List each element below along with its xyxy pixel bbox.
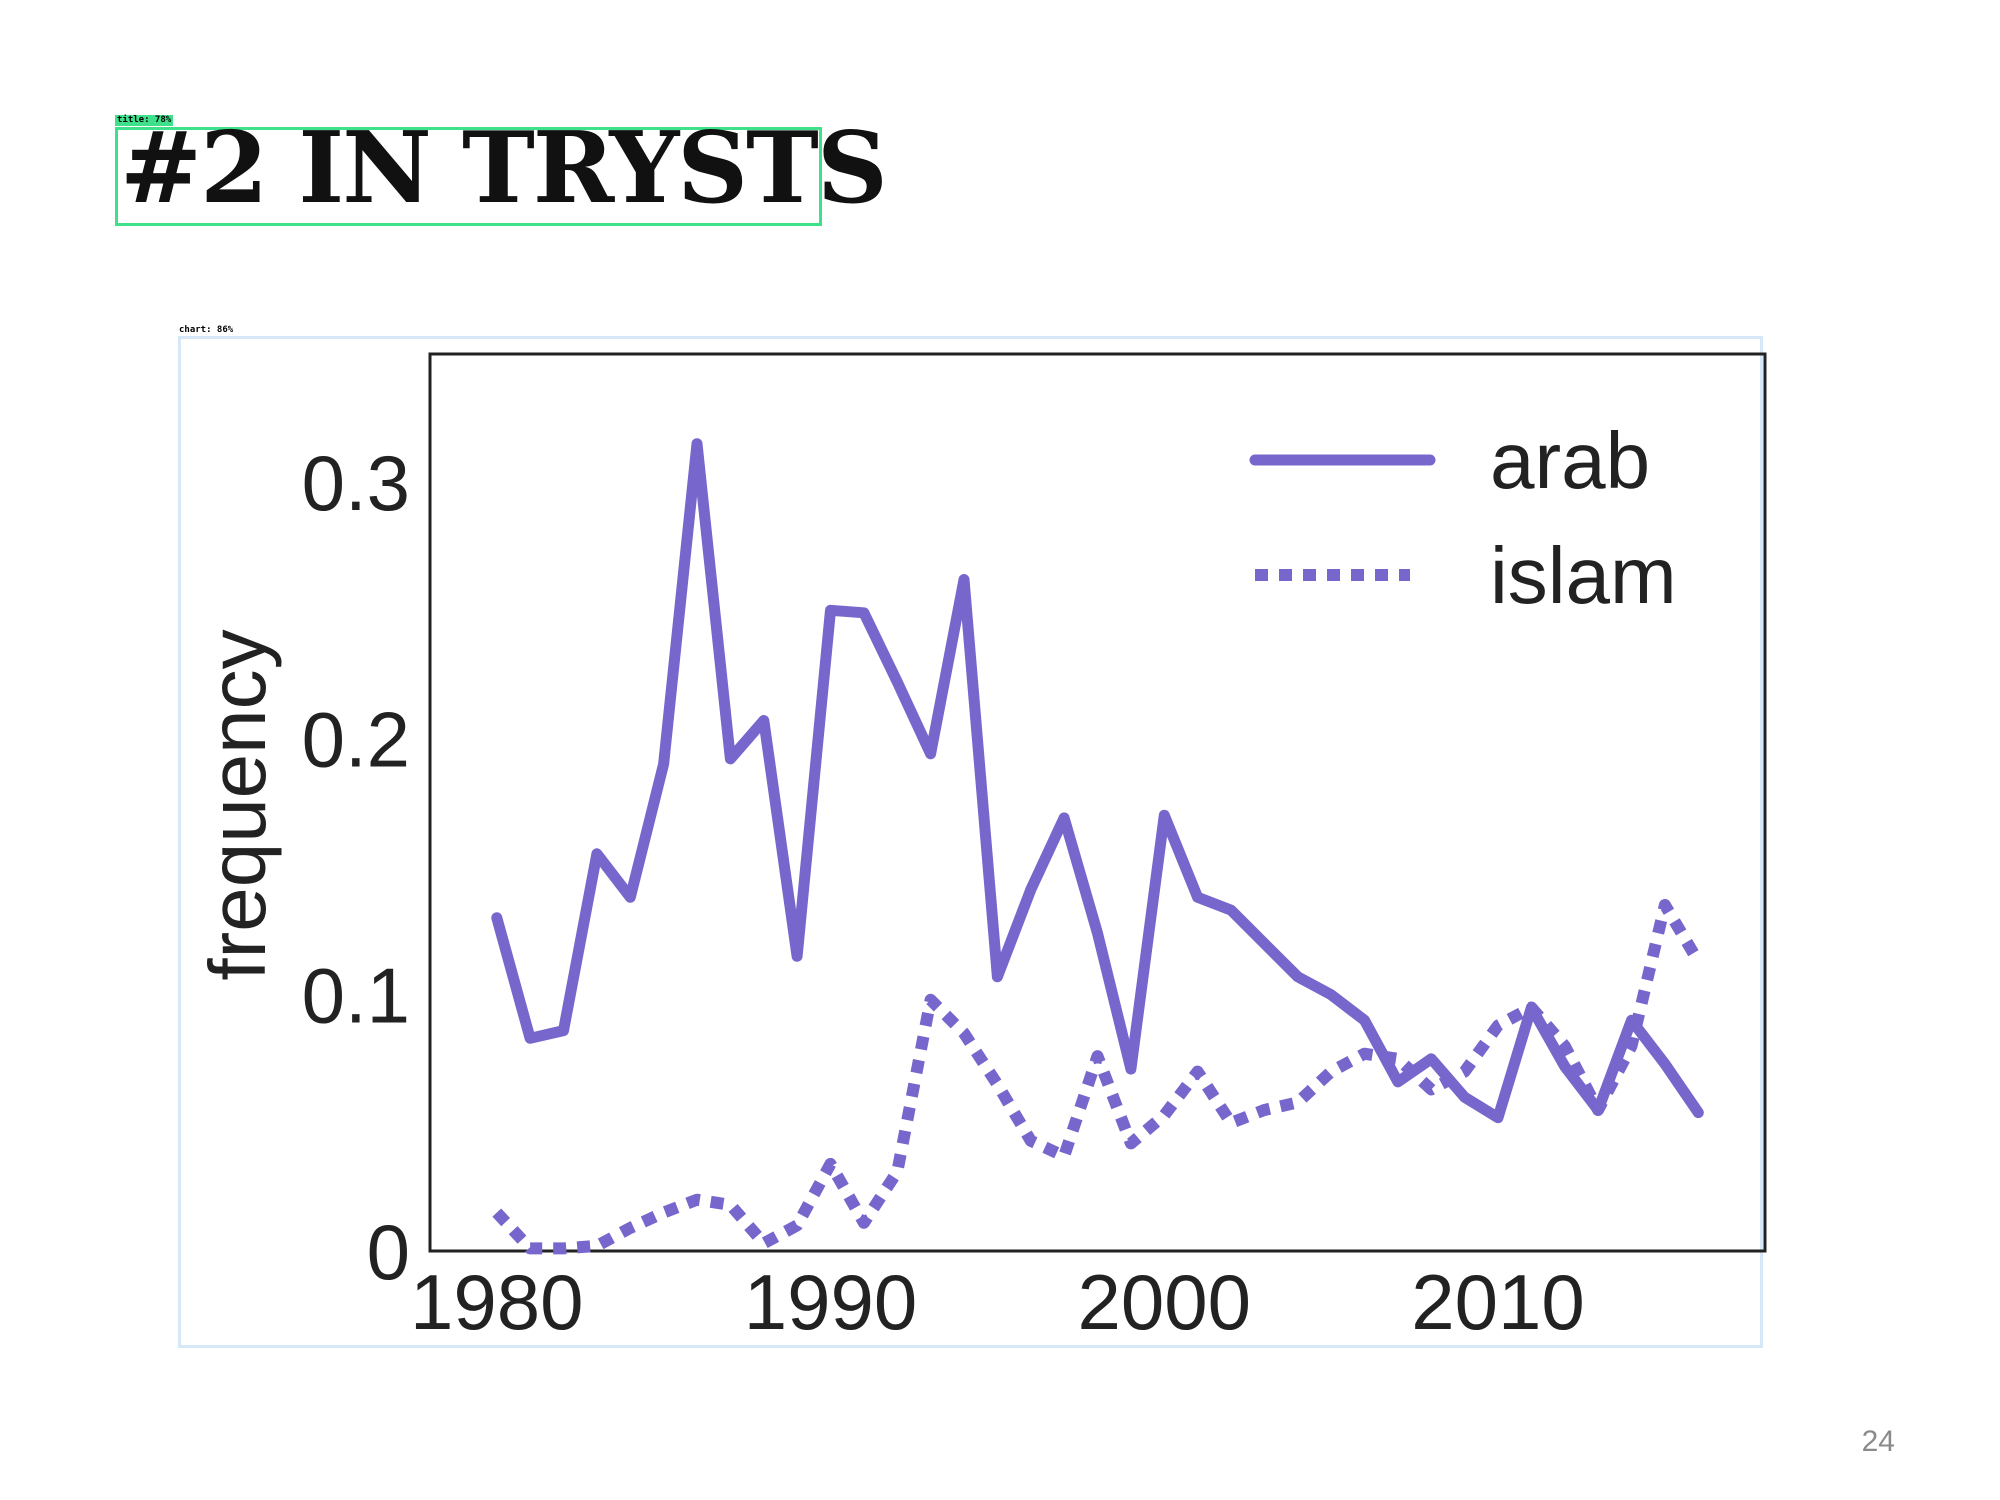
x-tick-label: 2000 (1077, 1258, 1251, 1346)
legend-label-islam: islam (1490, 531, 1677, 620)
legend: arab islam (1249, 416, 1677, 620)
series-lines (491, 438, 1704, 1255)
y-axis-label: frequency (193, 629, 282, 980)
plot-area-frame (428, 352, 1767, 1253)
x-tick-label: 1980 (410, 1258, 584, 1346)
y-axis-ticks: 0 0.1 0.2 0.3 (302, 439, 410, 1296)
y-tick-label: 0.1 (302, 952, 410, 1040)
legend-label-arab: arab (1490, 416, 1650, 505)
x-tick-label: 1990 (744, 1258, 918, 1346)
x-axis-ticks: 1980 1990 2000 2010 (410, 1258, 1585, 1346)
y-tick-label: 0.3 (302, 439, 410, 527)
title-detection-tag: title: 78% (115, 115, 174, 126)
chart-detection-tag: chart: 86% (177, 325, 236, 336)
page-title: #2 IN TRYSTS (120, 111, 888, 226)
x-tick-label: 2010 (1411, 1258, 1585, 1346)
chart-detection-box (178, 336, 1763, 1348)
y-tick-label: 0 (367, 1208, 410, 1296)
y-tick-label: 0.2 (302, 695, 410, 783)
series-line-islam (492, 899, 1704, 1255)
title-detection-box (115, 127, 822, 226)
slide-number: 24 (1861, 1425, 1895, 1458)
